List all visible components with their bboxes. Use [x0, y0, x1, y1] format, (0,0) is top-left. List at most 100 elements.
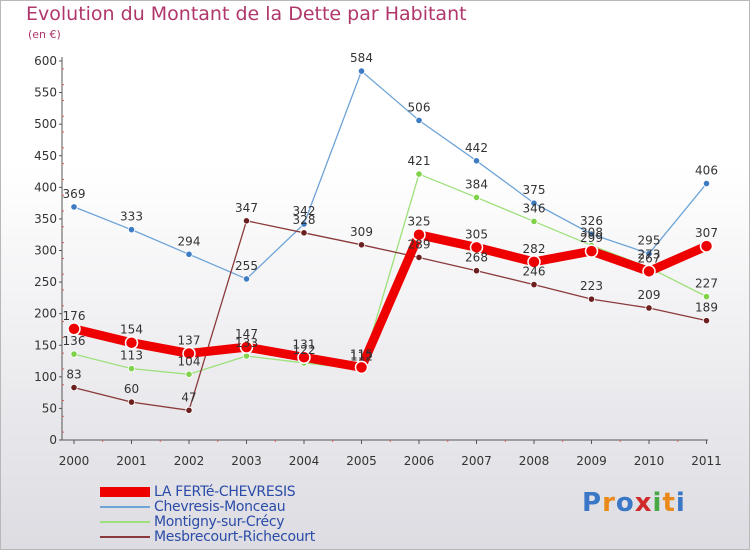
- data-label-3-7: 268: [465, 251, 488, 265]
- legend-item: Chevresis-Monceau: [100, 498, 315, 515]
- logo-letter: o: [615, 488, 635, 518]
- data-label-0-5: 115: [350, 347, 373, 361]
- data-label-3-3: 347: [235, 201, 258, 215]
- data-label-3-2: 47: [181, 390, 196, 404]
- data-label-0-10: 267: [638, 251, 661, 265]
- data-label-0-3: 147: [235, 327, 258, 341]
- x-tick-label: 2001: [116, 454, 147, 468]
- data-label-3-4: 328: [293, 213, 316, 227]
- y-tick-label: 250: [34, 275, 57, 289]
- data-label-3-1: 60: [124, 382, 139, 396]
- series-line-3: [73, 220, 708, 411]
- data-point-1-0: [70, 203, 78, 211]
- data-label-0-1: 154: [120, 323, 143, 337]
- data-label-3-11: 189: [695, 301, 718, 315]
- data-point-1-2: [185, 250, 193, 258]
- x-tick-label: 2003: [231, 454, 262, 468]
- x-tick-label: 2002: [174, 454, 205, 468]
- data-point-3-7: [472, 267, 481, 275]
- series-line-0: [69, 230, 711, 372]
- data-point-1-11: [702, 179, 711, 188]
- data-label-1-8: 375: [523, 183, 546, 197]
- legend-item: LA FERTé-CHEVRESIS: [100, 484, 315, 500]
- data-point-3-4: [300, 229, 308, 237]
- data-point-2-2: [185, 370, 193, 378]
- data-label-0-6: 325: [408, 215, 431, 229]
- data-label-2-4: 122: [293, 343, 316, 357]
- data-label-2-0: 136: [63, 334, 86, 348]
- data-label-2-2: 104: [178, 354, 201, 368]
- data-label-2-9: 308: [580, 225, 603, 239]
- data-point-1-10: [645, 250, 653, 258]
- data-point-0-1: [124, 335, 139, 350]
- data-label-1-7: 442: [465, 141, 488, 155]
- proxiti-logo: Proxiti: [582, 488, 686, 518]
- data-point-1-8: [530, 199, 538, 207]
- data-label-0-0: 176: [63, 309, 86, 323]
- series-line-2: [73, 173, 708, 375]
- data-label-0-9: 299: [580, 231, 603, 245]
- data-label-1-6: 506: [408, 100, 431, 114]
- data-label-3-8: 246: [523, 265, 546, 279]
- x-tick-label: 2004: [289, 454, 320, 468]
- y-tick-label: 200: [34, 307, 57, 321]
- data-label-2-10: 273: [638, 248, 661, 262]
- data-point-2-11: [702, 293, 711, 301]
- data-label-2-1: 113: [120, 349, 143, 363]
- data-label-2-7: 384: [465, 177, 488, 191]
- chart-legend: LA FERTé-CHEVRESIS Chevresis-Monceau Monti…: [100, 484, 315, 545]
- legend-swatch: [100, 535, 150, 538]
- data-point-3-1: [127, 398, 136, 406]
- data-label-3-5: 309: [350, 225, 373, 239]
- data-point-1-4: [300, 220, 308, 228]
- y-tick-label: 450: [34, 149, 57, 163]
- y-tick-label: 0: [49, 433, 57, 447]
- logo-letter: r: [602, 488, 616, 518]
- data-point-3-5: [357, 241, 366, 249]
- y-tick-label: 550: [34, 86, 57, 100]
- y-tick-label: 600: [34, 54, 57, 68]
- data-label-2-6: 421: [408, 154, 431, 168]
- data-point-3-0: [70, 383, 78, 392]
- data-point-2-7: [472, 193, 481, 202]
- data-point-0-2: [182, 346, 196, 361]
- data-label-2-8: 346: [523, 201, 546, 215]
- data-point-0-9: [584, 244, 599, 258]
- logo-letter: i: [652, 488, 663, 518]
- x-tick-label: 2000: [59, 454, 90, 468]
- data-point-3-11: [702, 317, 711, 325]
- data-label-1-9: 326: [580, 214, 603, 228]
- logo-letter: t: [662, 488, 676, 518]
- x-tick-label: 2011: [691, 454, 722, 468]
- data-label-1-4: 342: [293, 204, 316, 218]
- data-point-0-7: [469, 240, 484, 255]
- data-point-0-11: [699, 239, 714, 253]
- series-line-1: [73, 70, 708, 280]
- chart-unit-label: (en €): [28, 28, 61, 41]
- data-point-1-3: [242, 275, 251, 283]
- data-point-2-6: [415, 170, 423, 178]
- data-label-1-0: 369: [63, 187, 86, 201]
- data-label-3-9: 223: [580, 279, 603, 293]
- data-label-1-2: 294: [178, 234, 201, 248]
- data-point-1-1: [127, 226, 136, 234]
- data-point-2-0: [70, 350, 78, 358]
- data-point-0-3: [239, 340, 254, 354]
- data-point-1-7: [472, 157, 481, 165]
- data-point-2-8: [530, 217, 538, 226]
- legend-label: Chevresis-Monceau: [154, 498, 286, 515]
- data-point-3-8: [530, 281, 538, 289]
- data-label-0-8: 282: [523, 242, 546, 256]
- x-tick-label: 2010: [634, 454, 665, 468]
- data-label-2-5: 112: [350, 349, 373, 363]
- data-label-0-2: 137: [178, 333, 201, 347]
- data-label-0-4: 131: [293, 337, 316, 351]
- logo-letter: i: [675, 488, 686, 518]
- legend-item: Mesbrecourt-Richecourt: [100, 529, 315, 545]
- data-label-1-10: 295: [638, 234, 661, 248]
- data-label-3-10: 209: [638, 288, 661, 302]
- data-point-3-3: [242, 217, 251, 225]
- data-point-0-5: [354, 360, 369, 375]
- data-label-2-11: 227: [695, 277, 718, 291]
